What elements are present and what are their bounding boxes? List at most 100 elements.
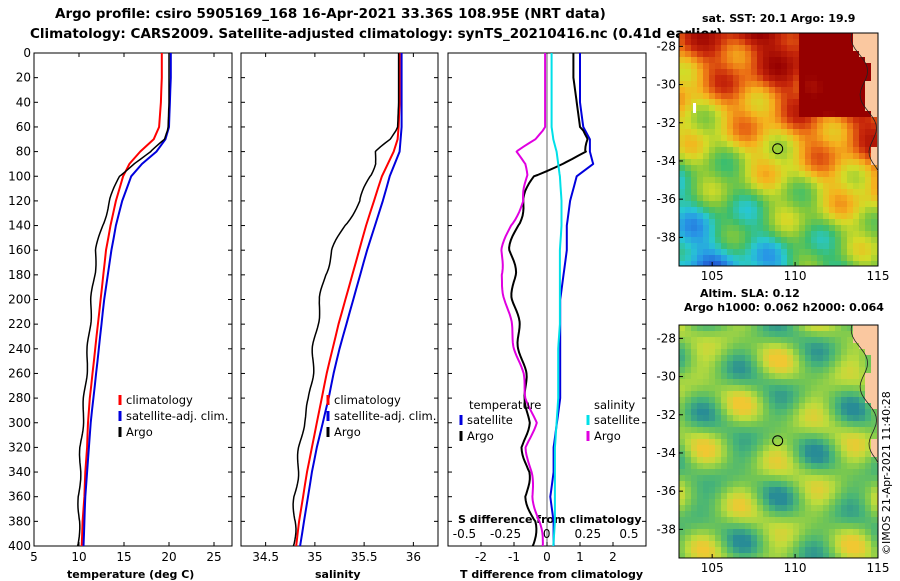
map-cell: [805, 99, 811, 105]
map-cell: [787, 403, 793, 409]
map-cell: [703, 237, 709, 243]
map-cell: [781, 451, 787, 457]
map-cell: [805, 225, 811, 231]
map-cell: [793, 51, 799, 57]
map-cell: [709, 541, 715, 547]
map-cell: [823, 541, 829, 547]
map-cell: [817, 451, 823, 457]
map-cell: [871, 529, 877, 535]
map-cell: [799, 541, 805, 547]
map-cell: [703, 93, 709, 99]
series-line-salinity-satellite: [550, 53, 563, 547]
map-cell: [763, 225, 769, 231]
map-cell: [793, 433, 799, 439]
map-cell: [829, 517, 835, 523]
map-cell: [757, 261, 763, 266]
map-cell: [733, 367, 739, 373]
map-cell: [871, 171, 877, 177]
map-cell: [787, 523, 793, 529]
map-cell: [823, 553, 829, 558]
map-cell: [835, 517, 841, 523]
map-cell: [685, 445, 691, 451]
map-cell: [703, 421, 709, 427]
map-cell: [715, 445, 721, 451]
map-cell: [721, 373, 727, 379]
map-cell: [721, 337, 727, 343]
map-cell: [685, 421, 691, 427]
map-cell: [793, 511, 799, 517]
map-cell: [733, 69, 739, 75]
map-cell: [709, 385, 715, 391]
map-cell: [757, 391, 763, 397]
map-cell: [727, 397, 733, 403]
map-cell: [799, 153, 805, 159]
map-cell: [739, 45, 745, 51]
map-cell: [853, 57, 859, 63]
map-cell: [787, 361, 793, 367]
map-cell: [847, 469, 853, 475]
map-cell: [685, 505, 691, 511]
map-cell: [757, 517, 763, 523]
map-cell: [757, 505, 763, 511]
map-cell: [793, 379, 799, 385]
map-cell: [703, 75, 709, 81]
map-cell: [811, 385, 817, 391]
map-cell: [823, 487, 829, 493]
map-cell: [679, 123, 685, 129]
map-cell: [733, 261, 739, 266]
map-cell: [685, 337, 691, 343]
map-cell: [697, 415, 703, 421]
map-cell: [811, 111, 817, 117]
map-cell: [679, 201, 685, 207]
map-cell: [817, 343, 823, 349]
map-cell: [685, 243, 691, 249]
map-cell: [841, 261, 847, 266]
map-cell: [763, 153, 769, 159]
map-cell: [859, 445, 865, 451]
map-cell: [823, 385, 829, 391]
map-cell: [715, 165, 721, 171]
map-cell: [715, 237, 721, 243]
map-cell: [715, 201, 721, 207]
map-cell: [715, 159, 721, 165]
map-cell: [775, 505, 781, 511]
map-cell: [775, 445, 781, 451]
map-cell: [859, 415, 865, 421]
map-cell: [685, 499, 691, 505]
map-cell: [871, 57, 877, 63]
map-cell: [721, 427, 727, 433]
map-cell: [697, 57, 703, 63]
map-cell: [703, 63, 709, 69]
map-cell: [865, 535, 871, 541]
map-cell: [829, 457, 835, 463]
map-cell: [727, 237, 733, 243]
map-cell: [745, 355, 751, 361]
map-cell: [691, 535, 697, 541]
argo-profile-marker: [772, 435, 784, 447]
map-cell: [811, 361, 817, 367]
map-cell: [751, 129, 757, 135]
map-cell: [781, 427, 787, 433]
map-cell: [715, 129, 721, 135]
map-cell: [709, 57, 715, 63]
map-cell: [691, 237, 697, 243]
depth-tick-label: 220: [8, 317, 31, 331]
map-cell: [685, 511, 691, 517]
map-cell: [709, 183, 715, 189]
map-cell: [859, 135, 865, 141]
map-cell: [859, 81, 865, 87]
map-cell: [739, 523, 745, 529]
map-cell: [757, 427, 763, 433]
map-cell: [871, 523, 877, 529]
map-cell: [679, 75, 685, 81]
map-cell: [727, 517, 733, 523]
map-cell: [739, 415, 745, 421]
map-cell: [733, 499, 739, 505]
map-cell: [865, 231, 871, 237]
map-cell: [769, 427, 775, 433]
map-cell: [865, 343, 871, 349]
map-cell: [703, 231, 709, 237]
map-cell: [757, 343, 763, 349]
map-cell: [727, 207, 733, 213]
map-cell: [697, 231, 703, 237]
